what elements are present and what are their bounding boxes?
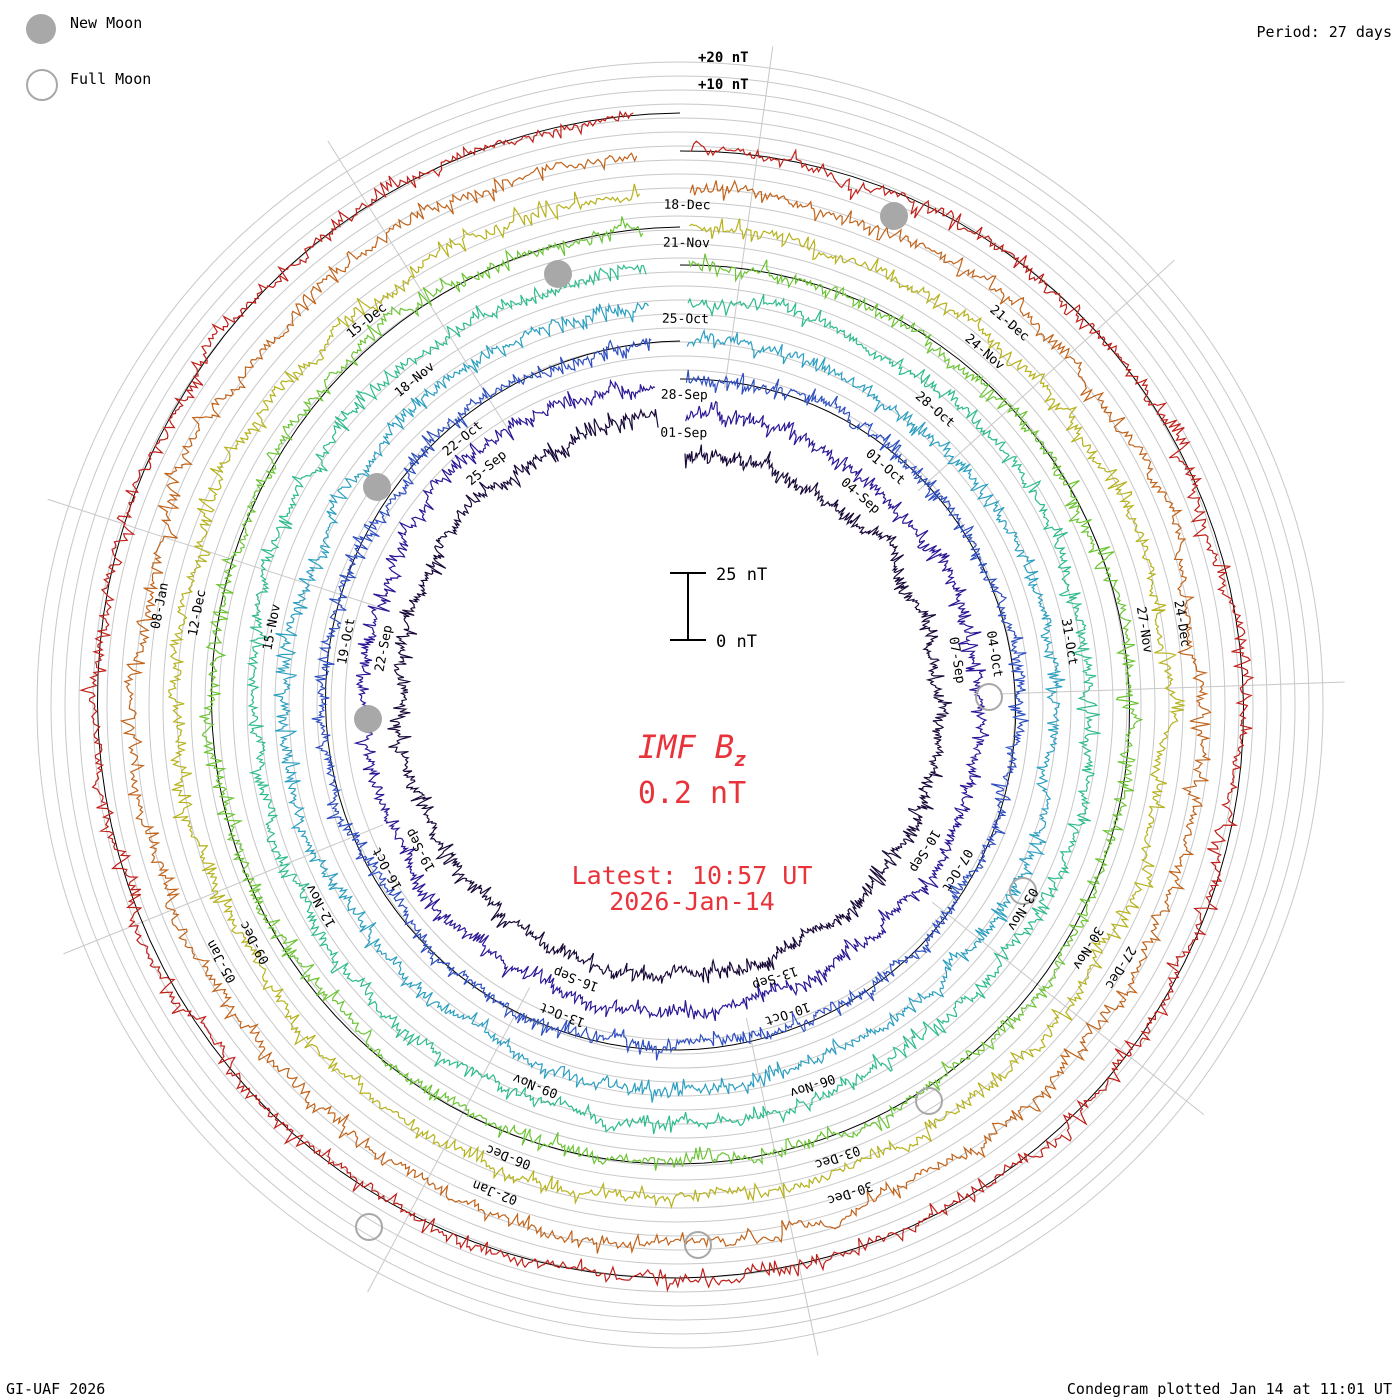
date-label: 27-Nov bbox=[1133, 605, 1155, 654]
series-line bbox=[79, 110, 1255, 1293]
grid-ring bbox=[50, 75, 1310, 1335]
date-label: 22-Oct bbox=[440, 418, 486, 459]
date-label: 30-Nov bbox=[1069, 924, 1106, 972]
scale-bottom-label: 0 nT bbox=[716, 632, 757, 652]
ring-scale-label-10: +10 nT bbox=[698, 77, 749, 93]
grid-ring bbox=[162, 187, 1198, 1223]
grid-ring bbox=[176, 201, 1184, 1209]
date-label: 22-Sep bbox=[372, 624, 396, 673]
new-moon-label: New Moon bbox=[70, 14, 143, 32]
date-label: 04-Oct bbox=[983, 630, 1005, 679]
grid-ring bbox=[274, 299, 1086, 1111]
grid-ring bbox=[316, 341, 1044, 1069]
grid-ring bbox=[344, 369, 1016, 1041]
date-label: 18-Dec bbox=[663, 198, 710, 214]
full-moon-marker bbox=[1009, 877, 1037, 905]
grid-ring bbox=[288, 313, 1072, 1097]
scale-bar bbox=[670, 572, 706, 641]
period-label: Period: 27 days bbox=[1256, 23, 1392, 41]
grid-ring bbox=[92, 117, 1268, 1293]
grid-ring bbox=[246, 271, 1114, 1139]
new-moon-marker bbox=[544, 260, 572, 288]
series-line bbox=[311, 338, 1029, 1061]
series-line bbox=[199, 216, 1144, 1171]
date-label: 21-Dec bbox=[987, 303, 1032, 345]
grid-ring bbox=[148, 173, 1212, 1237]
date-label: 04-Sep bbox=[838, 475, 883, 517]
grid-ring bbox=[36, 61, 1324, 1349]
date-label: 28-Oct bbox=[912, 389, 957, 431]
date-label: 16-Oct bbox=[370, 844, 406, 892]
latest-time: Latest: 10:57 UT bbox=[572, 861, 813, 890]
latest-date: 2026-Jan-14 bbox=[609, 887, 775, 916]
grid-spoke bbox=[367, 987, 531, 1293]
full-moon-marker bbox=[975, 683, 1003, 711]
full-moon-marker bbox=[684, 1231, 712, 1259]
date-label: 21-Nov bbox=[663, 236, 710, 252]
date-label: 01-Sep bbox=[660, 426, 707, 442]
series-line bbox=[273, 302, 1066, 1103]
full-moon-label: Full Moon bbox=[70, 70, 152, 88]
grid-spoke bbox=[47, 498, 376, 607]
footer-plotted: Condegram plotted Jan 14 at 11:01 UT bbox=[1066, 1380, 1392, 1398]
new-moon-marker bbox=[880, 202, 908, 230]
date-label: 15-Nov bbox=[260, 603, 284, 652]
moon-marker-layer bbox=[354, 202, 1037, 1259]
date-label: 31-Oct bbox=[1058, 618, 1080, 667]
grid-ring bbox=[204, 229, 1156, 1181]
center-title: IMF Bz bbox=[638, 728, 746, 771]
full-moon-marker bbox=[355, 1213, 383, 1241]
series-line bbox=[387, 408, 953, 984]
date-label: 24-Dec bbox=[1170, 599, 1192, 648]
grid-spoke bbox=[327, 140, 511, 434]
grid-spoke bbox=[63, 824, 384, 955]
full-moon-icon bbox=[26, 69, 58, 101]
grid-spoke bbox=[724, 46, 774, 389]
grid-ring bbox=[190, 215, 1170, 1195]
series-line bbox=[353, 378, 990, 1022]
center-title-sub: z bbox=[734, 747, 746, 771]
grid-ring bbox=[260, 285, 1100, 1125]
full-moon-marker bbox=[915, 1087, 943, 1115]
ring-scale-label-20: +20 nT bbox=[698, 50, 749, 66]
center-title-main: IMF B bbox=[638, 728, 734, 766]
grid-ring bbox=[64, 89, 1296, 1321]
date-label: 25-Oct bbox=[662, 312, 709, 328]
series-line bbox=[119, 152, 1212, 1255]
grid-ring bbox=[120, 145, 1240, 1265]
footer-credit: GI-UAF 2026 bbox=[6, 1380, 106, 1398]
center-value: 0.2 nT bbox=[638, 776, 746, 811]
new-moon-marker bbox=[363, 473, 391, 501]
date-label: 07-Oct bbox=[938, 846, 975, 894]
grid-spoke bbox=[917, 259, 1175, 492]
date-label: 07-Sep bbox=[945, 636, 967, 685]
series-line bbox=[246, 264, 1101, 1135]
grid-ring bbox=[302, 327, 1058, 1083]
series-layer bbox=[79, 110, 1255, 1293]
grid-ring bbox=[134, 159, 1226, 1251]
date-label: 06-Nov bbox=[788, 1070, 837, 1100]
series-line bbox=[167, 183, 1187, 1210]
grid-ring bbox=[218, 243, 1142, 1167]
scale-top-label: 25 nT bbox=[716, 565, 767, 585]
zero-reference-line bbox=[324, 340, 1017, 1051]
date-label: 03-Dec bbox=[813, 1142, 862, 1172]
new-moon-marker bbox=[354, 705, 382, 733]
new-moon-icon bbox=[26, 14, 56, 44]
date-label: 28-Sep bbox=[661, 388, 708, 404]
date-label: 06-Dec bbox=[484, 1141, 533, 1172]
date-label: 19-Oct bbox=[335, 617, 359, 666]
grid-ring bbox=[78, 103, 1282, 1307]
date-label: 27-Dec bbox=[1102, 943, 1139, 991]
grid-spoke bbox=[745, 1017, 819, 1356]
grid-ring bbox=[330, 355, 1030, 1055]
